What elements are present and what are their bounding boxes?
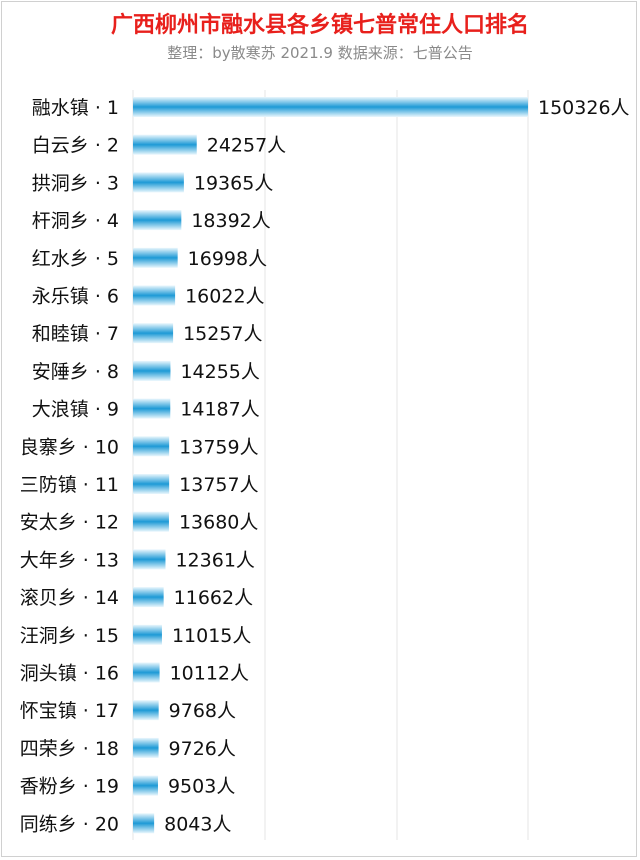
value-label-17: 9768人 [169, 700, 236, 722]
value-label-4: 18392人 [191, 210, 270, 232]
bar-10 [133, 436, 170, 457]
bar-16 [133, 662, 160, 683]
category-labels: 融水镇 · 1 白云乡 · 2 拱洞乡 · 3 杆洞乡 · 4 红水乡 · 5 永乐镇 ·… [20, 97, 119, 835]
value-label-2: 24257人 [207, 135, 286, 157]
bar-11 [133, 474, 170, 494]
value-label-19: 9503人 [168, 776, 235, 798]
value-label-10: 13759人 [179, 436, 258, 458]
bar-1 [133, 97, 528, 117]
value-label-12: 13680人 [179, 512, 258, 534]
value-label-5: 16998人 [188, 248, 267, 270]
bar-15 [133, 624, 162, 645]
value-label-1: 150326人 [538, 97, 630, 119]
bar-19 [133, 775, 158, 796]
value-label-3: 19365人 [194, 172, 273, 194]
category-label-8: 安陲乡 · 8 [32, 361, 119, 383]
bar-2 [133, 134, 197, 155]
value-label-7: 15257人 [183, 323, 262, 345]
category-label-16: 洞头镇 · 16 [20, 663, 119, 685]
gridlines [132, 90, 529, 840]
category-label-18: 四荣乡 · 18 [20, 738, 119, 760]
bars [133, 97, 528, 834]
bar-5 [133, 247, 178, 268]
value-label-18: 9726人 [169, 738, 236, 760]
bar-14 [133, 587, 164, 608]
bar-20 [133, 813, 155, 834]
category-label-5: 红水乡 · 5 [32, 248, 119, 270]
category-label-1: 融水镇 · 1 [32, 97, 119, 119]
value-label-20: 8043人 [164, 813, 231, 835]
value-label-8: 14255人 [180, 361, 259, 383]
category-label-10: 良寨乡 · 10 [20, 436, 119, 458]
value-label-11: 13757人 [179, 474, 258, 496]
value-label-14: 11662人 [174, 587, 253, 609]
category-label-4: 杆洞乡 · 4 [32, 210, 119, 232]
category-label-3: 拱洞乡 · 3 [32, 172, 119, 194]
value-labels: 150326人 24257人 19365人 18392人 16998人 16022人 152… [164, 97, 629, 835]
bar-12 [133, 511, 169, 532]
bar-9 [133, 398, 171, 419]
bar-7 [133, 323, 174, 344]
category-label-7: 和睦镇 · 7 [32, 323, 119, 345]
category-label-17: 怀宝镇 · 17 [20, 700, 119, 722]
chart-title: 广西柳州市融水县各乡镇七普常住人口排名 [110, 13, 529, 38]
bar-4 [133, 210, 182, 231]
bar-8 [133, 360, 171, 381]
bar-17 [133, 700, 159, 721]
category-label-13: 大年乡 · 13 [20, 549, 119, 571]
bar-3 [133, 172, 184, 193]
category-label-6: 永乐镇 · 6 [32, 286, 119, 308]
value-label-9: 14187人 [180, 399, 259, 421]
category-label-2: 白云乡 · 2 [32, 135, 119, 157]
category-label-19: 香粉乡 · 19 [20, 776, 119, 798]
category-label-14: 滚贝乡 · 14 [20, 587, 119, 609]
value-label-15: 11015人 [172, 625, 251, 647]
category-label-11: 三防镇 · 11 [20, 474, 119, 496]
bar-6 [133, 285, 176, 306]
chart-subtitle: 整理：by散寒苏 2021.9 数据来源：七普公告 [167, 44, 473, 62]
bar-18 [133, 737, 159, 758]
value-label-6: 16022人 [185, 286, 264, 308]
bar-13 [133, 549, 166, 570]
value-label-16: 10112人 [170, 663, 249, 685]
category-label-15: 汪洞乡 · 15 [20, 625, 119, 647]
category-label-20: 同练乡 · 20 [20, 813, 119, 835]
category-label-9: 大浪镇 · 9 [32, 399, 119, 421]
category-label-12: 安太乡 · 12 [20, 512, 119, 534]
value-label-13: 12361人 [175, 549, 254, 571]
